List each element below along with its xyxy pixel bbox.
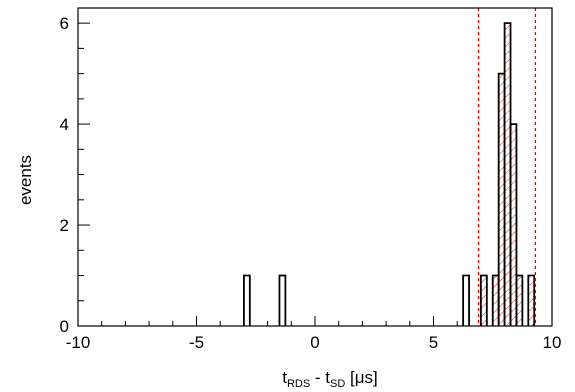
hatch-fill-bin-5 [492, 275, 499, 326]
histogram-bin-0 [243, 274, 251, 326]
hatch-fill-bin-7 [504, 23, 511, 327]
y-tick-label: 6 [60, 14, 69, 33]
x-tick-label: 5 [429, 333, 438, 352]
histogram-bin-3 [480, 274, 488, 326]
y-tick-label: 0 [60, 317, 69, 336]
histogram-bin-9 [515, 274, 524, 326]
x-tick-label: 10 [543, 333, 562, 352]
hatch-fill-bin-8 [510, 124, 517, 326]
histogram-bin-8 [509, 123, 518, 326]
y-tick-label: 2 [60, 216, 69, 235]
histogram-bin-2 [462, 274, 470, 326]
hatch-fill-bin-6 [498, 73, 505, 326]
cut-lines [477, 8, 537, 326]
histogram-bin-11 [527, 274, 536, 326]
y-tick-label: 4 [60, 115, 69, 134]
histogram-bars [243, 22, 536, 326]
hatch-fill-bin-11 [528, 275, 535, 326]
y-axis-title: events [16, 155, 35, 205]
x-axis-title: tRDS - tSD [μs] [282, 368, 378, 390]
hatch-fill-bin-3 [480, 275, 487, 326]
x-tick-label: -5 [189, 333, 204, 352]
hatch-fill-bin-9 [516, 275, 523, 326]
hatched-signal-region [480, 23, 535, 327]
x-tick-label: 0 [310, 333, 319, 352]
x-tick-label: -10 [66, 333, 91, 352]
histogram-bin-1 [278, 274, 287, 326]
axis-ticks: -10 -5 0 5 10 0 2 4 6 [60, 14, 562, 352]
